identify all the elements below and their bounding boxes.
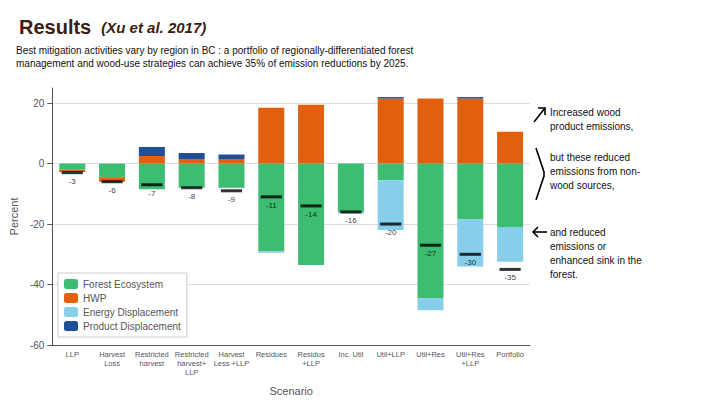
svg-text:HWP: HWP — [83, 293, 107, 304]
svg-text:-7: -7 — [148, 189, 156, 198]
svg-text:-60: -60 — [30, 340, 45, 351]
svg-text:-8: -8 — [188, 192, 196, 201]
svg-text:20: 20 — [33, 98, 45, 109]
svg-text:Energy Displacement: Energy Displacement — [83, 307, 178, 318]
svg-text:Harvest: Harvest — [219, 350, 246, 359]
svg-text:0: 0 — [39, 158, 45, 169]
svg-text:-14: -14 — [305, 210, 317, 219]
svg-text:LLP: LLP — [185, 368, 198, 377]
svg-text:-30: -30 — [465, 258, 477, 267]
svg-text:-16: -16 — [345, 216, 357, 225]
svg-text:Scenario: Scenario — [269, 385, 312, 397]
svg-text:(Xu et al. 2017): (Xu et al. 2017) — [101, 19, 206, 36]
svg-text:Increased wood: Increased wood — [550, 107, 621, 118]
svg-text:+LLP: +LLP — [302, 359, 320, 368]
svg-text:-9: -9 — [228, 195, 236, 204]
svg-text:-35: -35 — [504, 273, 516, 282]
svg-text:management and wood-use strate: management and wood-use strategies can a… — [16, 58, 408, 69]
svg-text:LLP: LLP — [66, 350, 79, 359]
svg-text:Product Displacement: Product Displacement — [83, 321, 181, 332]
svg-text:Residus: Residus — [298, 350, 325, 359]
svg-text:Restricted: Restricted — [135, 350, 169, 359]
svg-text:Util+LLP: Util+LLP — [376, 350, 405, 359]
svg-text:Less +LLP: Less +LLP — [214, 359, 250, 368]
svg-text:Forest Ecosystem: Forest Ecosystem — [83, 279, 163, 290]
svg-text:and reduced: and reduced — [550, 227, 606, 238]
svg-text:Results: Results — [19, 16, 91, 38]
svg-text:Restricted: Restricted — [175, 350, 209, 359]
svg-text:+LLP: +LLP — [461, 359, 479, 368]
svg-text:-27: -27 — [425, 249, 437, 258]
svg-text:Residues: Residues — [256, 350, 288, 359]
svg-text:wood sources,: wood sources, — [549, 180, 614, 191]
svg-text:emissions from non-: emissions from non- — [550, 166, 640, 177]
svg-text:Loss: Loss — [104, 359, 120, 368]
svg-text:-6: -6 — [108, 186, 116, 195]
svg-text:Harvest: Harvest — [99, 350, 126, 359]
svg-text:but these reduced: but these reduced — [550, 152, 630, 163]
svg-text:-20: -20 — [385, 228, 397, 237]
svg-text:enhanced sink in the: enhanced sink in the — [550, 255, 642, 266]
svg-text:-40: -40 — [30, 279, 45, 290]
svg-text:-11: -11 — [266, 201, 278, 210]
svg-text:-3: -3 — [69, 177, 77, 186]
svg-text:Inc. Util: Inc. Util — [338, 350, 363, 359]
svg-text:harvest+: harvest+ — [177, 359, 207, 368]
svg-text:Util+Res: Util+Res — [416, 350, 445, 359]
svg-text:harvest: harvest — [140, 359, 166, 368]
svg-text:forest.: forest. — [550, 269, 578, 280]
svg-text:Best mitigation activities var: Best mitigation activities vary by regio… — [16, 45, 413, 56]
svg-text:-20: -20 — [30, 219, 45, 230]
svg-text:product emissions,: product emissions, — [550, 121, 633, 132]
svg-text:Portfolio: Portfolio — [496, 350, 524, 359]
svg-text:emissions or: emissions or — [550, 241, 607, 252]
svg-text:Percent: Percent — [8, 198, 20, 236]
svg-text:Util+Res: Util+Res — [456, 350, 485, 359]
